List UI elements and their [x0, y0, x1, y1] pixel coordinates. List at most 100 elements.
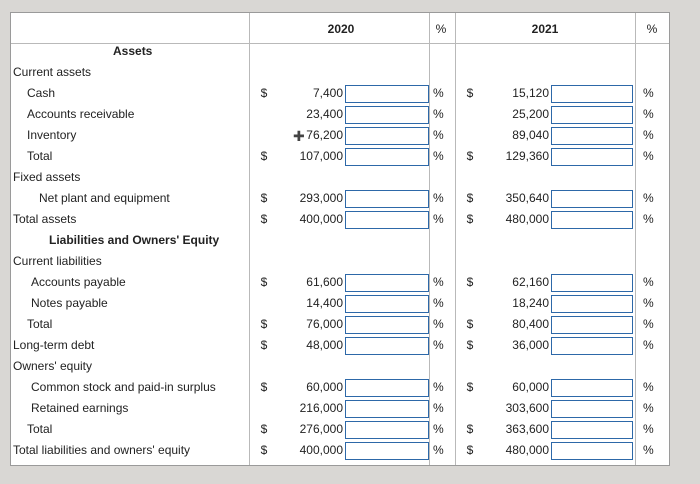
row-label: Cash [27, 86, 56, 100]
percent-input-2021[interactable] [551, 148, 633, 166]
dollar-sign: $ [260, 317, 268, 331]
percent-input-2020[interactable] [345, 379, 429, 397]
percent-input-2020[interactable] [345, 190, 429, 208]
dollar-sign: $ [260, 191, 268, 205]
grid-line [11, 43, 669, 44]
percent-sign: % [433, 317, 444, 331]
percent-sign: % [643, 107, 654, 121]
value-2021: 89,040 [512, 128, 549, 142]
percent-sign: % [643, 191, 654, 205]
percent-sign: % [643, 401, 654, 415]
percent-input-2020[interactable] [345, 85, 429, 103]
percent-sign: % [643, 296, 654, 310]
value-2021: 15,120 [512, 86, 549, 100]
percent-sign: % [643, 128, 654, 142]
percent-input-2020[interactable] [345, 400, 429, 418]
row-label: Total liabilities and owners' equity [13, 443, 191, 457]
percent-input-2021[interactable] [551, 127, 633, 145]
percent-sign: % [433, 380, 444, 394]
row-label: Fixed assets [13, 170, 81, 184]
value-2021: 80,400 [512, 317, 549, 331]
grid-line [635, 13, 636, 465]
percent-input-2021[interactable] [551, 211, 633, 229]
value-2020: 216,000 [299, 401, 343, 415]
row-label: Accounts payable [31, 275, 126, 289]
row-label: Total [27, 317, 53, 331]
percent-input-2021[interactable] [551, 274, 633, 292]
percent-input-2021[interactable] [551, 106, 633, 124]
row-label: Accounts receivable [27, 107, 135, 121]
percent-input-2021[interactable] [551, 442, 633, 460]
percent-sign: % [433, 338, 444, 352]
percent-input-2020[interactable] [345, 337, 429, 355]
percent-input-2021[interactable] [551, 337, 633, 355]
dollar-sign: $ [260, 422, 268, 436]
value-2020: 23,400 [306, 107, 343, 121]
row-label: Total assets [13, 212, 77, 226]
row-label: Liabilities and Owners' Equity [49, 233, 220, 247]
value-2020: 107,000 [299, 149, 343, 163]
percent-sign: % [433, 275, 444, 289]
dollar-sign: $ [260, 212, 268, 226]
dollar-sign: $ [260, 149, 268, 163]
percent-input-2020[interactable] [345, 274, 429, 292]
grid-line [249, 13, 250, 465]
percent-input-2020[interactable] [345, 316, 429, 334]
dollar-sign: $ [260, 380, 268, 394]
value-2020: 14,400 [306, 296, 343, 310]
percent-sign: % [433, 296, 444, 310]
dollar-sign: $ [260, 338, 268, 352]
percent-sign: % [643, 149, 654, 163]
value-2020: 293,000 [299, 191, 343, 205]
percent-sign: % [433, 212, 444, 226]
value-2021: 480,000 [505, 443, 549, 457]
value-2021: 350,640 [505, 191, 549, 205]
percent-input-2021[interactable] [551, 295, 633, 313]
row-label: Total [27, 422, 53, 436]
value-2020: 76,200 [306, 128, 343, 142]
dollar-sign: $ [466, 338, 474, 352]
dollar-sign: $ [466, 422, 474, 436]
percent-sign: % [643, 86, 654, 100]
dollar-sign: $ [466, 191, 474, 205]
percent-input-2020[interactable] [345, 295, 429, 313]
row-label: Assets [113, 44, 153, 58]
percent-input-2021[interactable] [551, 85, 633, 103]
percent-input-2021[interactable] [551, 190, 633, 208]
percent-sign: % [643, 422, 654, 436]
percent-input-2020[interactable] [345, 442, 429, 460]
value-2021: 303,600 [505, 401, 549, 415]
percent-sign: % [433, 86, 444, 100]
percent-sign: % [643, 338, 654, 352]
percent-sign: % [643, 212, 654, 226]
cursor-plus-icon: ✚ [293, 128, 305, 144]
pct-2020-header: % [435, 22, 447, 36]
percent-input-2020[interactable] [345, 106, 429, 124]
percent-input-2020[interactable] [345, 148, 429, 166]
dollar-sign: $ [466, 380, 474, 394]
dollar-sign: $ [466, 86, 474, 100]
percent-input-2021[interactable] [551, 400, 633, 418]
percent-sign: % [433, 401, 444, 415]
percent-input-2021[interactable] [551, 379, 633, 397]
value-2020: 7,400 [312, 86, 343, 100]
value-2020: 400,000 [299, 443, 343, 457]
dollar-sign: $ [260, 443, 268, 457]
percent-input-2021[interactable] [551, 421, 633, 439]
percent-sign: % [433, 128, 444, 142]
value-2021: 60,000 [512, 380, 549, 394]
percent-input-2020[interactable] [345, 127, 429, 145]
dollar-sign: $ [466, 275, 474, 289]
row-label: Net plant and equipment [39, 191, 170, 205]
value-2020: 400,000 [299, 212, 343, 226]
grid-line [429, 13, 430, 465]
dollar-sign: $ [466, 317, 474, 331]
percent-input-2020[interactable] [345, 421, 429, 439]
percent-input-2020[interactable] [345, 211, 429, 229]
row-label: Notes payable [31, 296, 108, 310]
value-2020: 76,000 [306, 317, 343, 331]
row-label: Total [27, 149, 53, 163]
dollar-sign: $ [466, 212, 474, 226]
percent-input-2021[interactable] [551, 316, 633, 334]
row-label: Retained earnings [31, 401, 129, 415]
